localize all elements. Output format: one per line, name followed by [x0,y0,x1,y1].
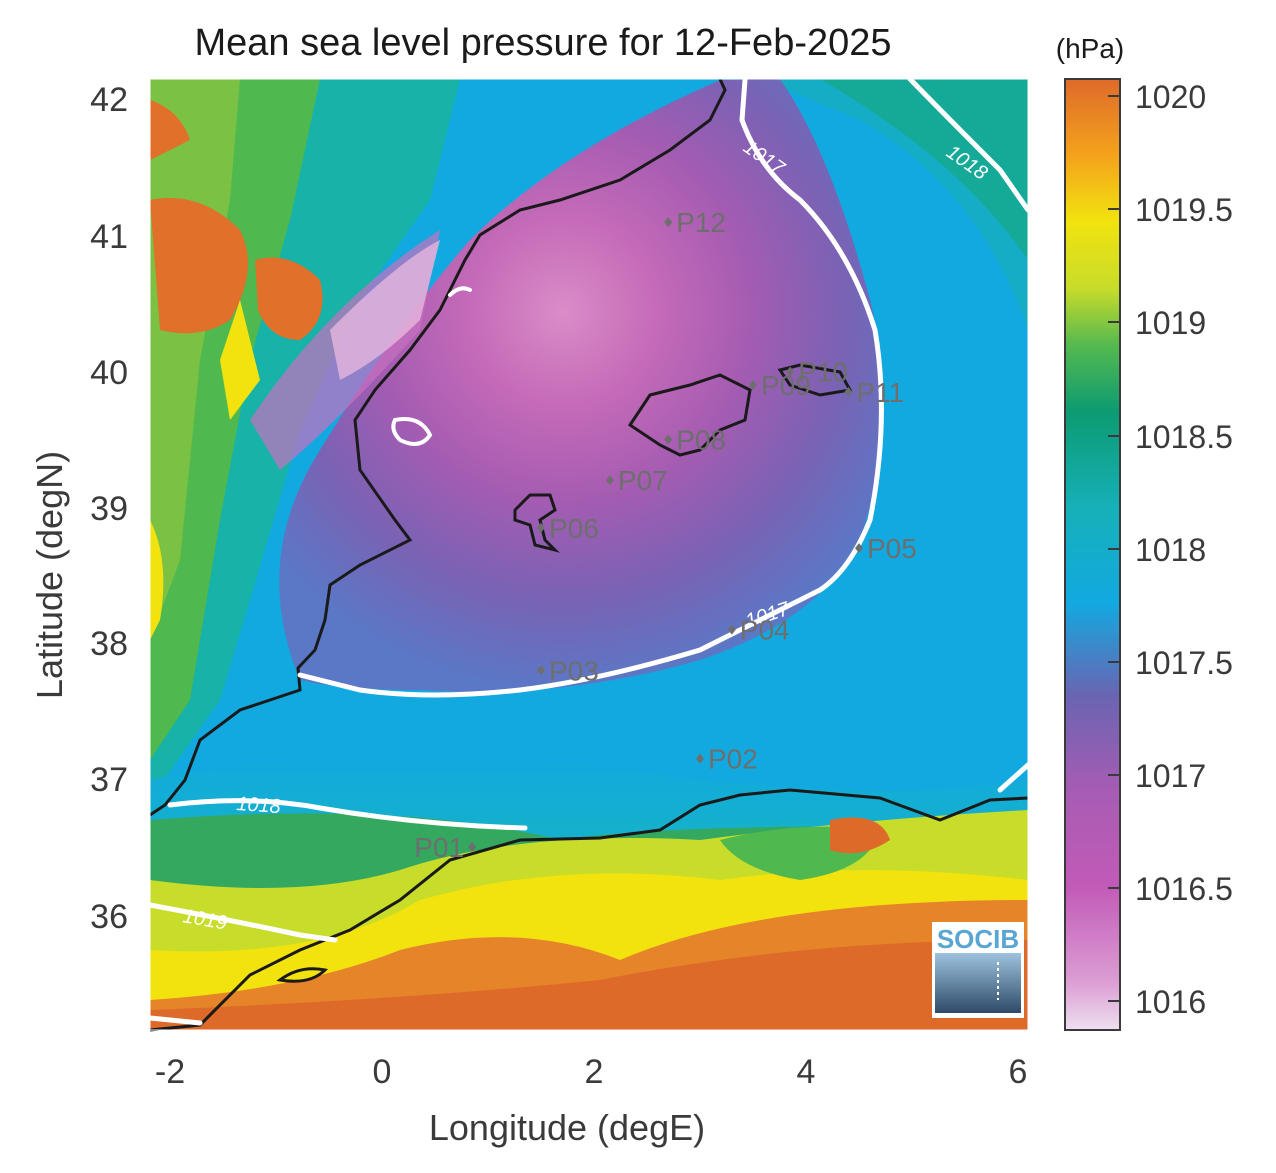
station-label: P04 [740,615,790,646]
station-label: P10 [798,357,848,388]
y-tick: 38 [90,625,128,663]
ibiza [513,493,560,553]
colorbar-tick: 1018.5 [1135,419,1233,455]
station-label: P02 [708,744,758,775]
station-marker [537,522,545,533]
station-marker [468,841,477,852]
colorbar-tick: 1016.5 [1135,871,1233,907]
station-marker [786,366,795,377]
x-tick-labels: -2 0 2 4 6 [155,1053,1028,1091]
y-tick: 37 [90,761,128,799]
station-marker [537,665,545,676]
contours [147,76,1031,1026]
station-marker [727,624,736,635]
map-field [150,79,1028,1030]
x-axis-label: Longitude (degE) [429,1107,705,1148]
y-tick: 40 [90,354,128,392]
station-label: P06 [549,513,599,544]
y-tick: 36 [90,898,128,936]
x-tick: 6 [1009,1053,1028,1091]
station-marker [605,475,614,486]
colorbar-tick-labels: 1020 1019.5 1019 1018.5 1018 1017.5 1017… [1135,79,1233,1020]
colorbar-tick: 1020 [1135,79,1206,115]
svg-text:SOCIB: SOCIB [937,924,1019,954]
station-marker [664,217,673,228]
station-marker [696,753,704,764]
colorbar-tick: 1018 [1135,532,1206,568]
x-tick: -2 [155,1053,185,1091]
contour-label: 1018 [236,793,282,818]
station-label: P11 [856,377,904,408]
station-label: P07 [618,465,668,496]
station-marker [844,386,853,397]
map-frame [149,78,1029,1031]
station-label: P01 [414,832,464,863]
socib-logo: SOCIB [932,922,1024,1018]
colorbar: (hPa) 1020 1019.5 1019 1018.5 1018 1017.… [1056,33,1233,1031]
map-title: Mean sea level pressure for 12-Feb-2025 [194,22,891,64]
y-axis-label: Latitude (degN) [29,451,70,699]
y-tick: 39 [90,490,128,528]
station-label: P03 [549,655,599,686]
colorbar-tick: 1017.5 [1135,645,1233,681]
colorbar-unit: (hPa) [1056,33,1124,64]
colorbar-tick: 1016 [1135,984,1206,1020]
colorbar-tick: 1019.5 [1135,192,1233,228]
station-label: P08 [676,425,726,456]
x-tick: 2 [585,1053,604,1091]
colorbar-ticks [1108,95,1120,1002]
y-tick: 41 [90,218,128,256]
x-tick: 4 [797,1053,816,1091]
station-label: P05 [867,533,917,564]
station-label: P12 [676,207,726,238]
y-tick: 42 [90,81,128,119]
station-marker [664,434,673,445]
colorbar-tick: 1019 [1135,305,1206,341]
coastline [149,78,1029,1032]
station-marker [855,543,863,554]
colorbar-tick: 1017 [1135,758,1206,794]
x-tick: 0 [373,1053,392,1091]
station-label: P09 [761,370,811,401]
station-marker [749,380,757,391]
mallorca [627,373,752,457]
y-tick-labels: 42 41 40 39 38 37 36 [90,81,128,936]
